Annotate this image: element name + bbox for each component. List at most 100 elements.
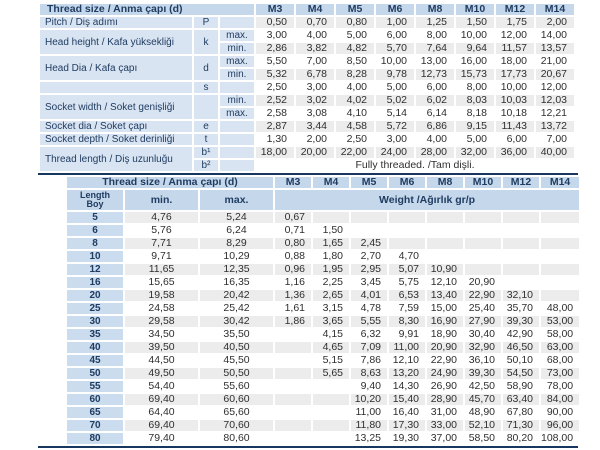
dim-qualifier: min. [220,95,254,106]
weight-cell: 12,10 [389,355,425,366]
weight-row: 8 7,71 8,29 0,80 1,65 2,45 [67,238,580,249]
dimension-row: Thread length / Diş uzunluğu b¹ 18,00 20,00… [40,147,574,171]
weight-cell: 25,40 [465,303,501,314]
weight-cell: 26,90 [427,381,463,392]
dim-value-cell: 5,00 [456,134,494,145]
weight-cell: 5,75 [389,277,425,288]
weight-cell: 3,65 [313,316,349,327]
weight-cell: 8,30 [389,316,425,327]
length-cell: 20 [67,290,123,301]
weight-cell: 1,80 [313,251,349,262]
weight-row: 45 44,50 45,50 5,15 7,86 12,10 22,90 36,10 50,10… [67,355,580,366]
dim-value-cell: 8,00 [456,82,494,93]
dim-symbol: d [194,56,218,80]
dim-value-cell: 8,03 [456,95,494,106]
weight-cell: 2,65 [313,290,349,301]
weight-cell: 5,55 [351,316,387,327]
weight-cell [465,212,501,223]
weight-cell [389,212,425,223]
weight-cell: 15,00 [427,303,463,314]
weight-cell [503,277,539,288]
weight-cell: 1,50 [313,225,349,236]
dim-qualifier [220,82,254,93]
dim-qualifier: min. [220,69,254,80]
weights-table-head: Thread size / Anma çapı (d) M3 M4 M5 M6 … [67,177,580,210]
weight-cell: 5,15 [313,355,349,366]
weight-cell: 9,40 [351,381,387,392]
dim-value-cell: 0,80 [336,17,374,28]
weight-cell: 4,70 [389,251,425,262]
dim-value-cell: 10,00 [496,82,534,93]
max-cell: 45,50 [200,355,273,366]
length-header-tr: Boy [86,199,104,209]
dim-value-cell: 9,78 [376,69,414,80]
max-cell: 35,50 [200,329,273,340]
min-cell: 39,50 [125,342,198,353]
weight-row: 30 29,58 30,42 1,86 3,65 5,55 8,30 16,90 27,90 39… [67,316,580,327]
dim-value-cell: 13,00 [416,56,454,67]
dim-value-cell: 9,15 [456,121,494,132]
weight-row: 60 69,40 60,60 10,20 15,40 28,90 45,70 63,40 84,… [67,394,580,405]
weight-cell [313,381,349,392]
weight-cell: 10,90 [427,264,463,275]
weight-row: 35 34,50 35,50 4,15 6,32 9,91 18,90 30,40 42,90 5… [67,329,580,340]
dim-value-cell: 10,00 [456,30,494,41]
weights-subheader-row: Length Boy min. max. Weight /Ağırlık gr/… [67,190,580,210]
weight-cell: 42,50 [465,381,501,392]
max-cell: 50,50 [200,368,273,379]
weight-cell [313,407,349,418]
weight-cell: 46,50 [503,342,539,353]
weight-cell [465,264,501,275]
dim-qualifier [220,17,254,28]
weight-row: 65 64,40 65,60 11,00 16,40 31,00 48,90 67,80 90,… [67,407,580,418]
weight-cell: 10,20 [351,394,387,405]
dimension-row: Head height / Kafa yüksekliği k max. 3,00 4,… [40,30,574,54]
weight-cell [351,225,387,236]
dim-row-label: Head height / Kafa yüksekliği [40,30,192,54]
size-column-header: M14 [541,177,580,188]
weight-cell: 0,67 [275,212,311,223]
weight-row: 40 39,50 40,50 4,65 7,09 11,00 20,90 32,90 46,50… [67,342,580,353]
dim-value-cell: 7,64 [416,43,454,54]
weight-row: 80 79,40 80,60 13,25 19,30 37,00 58,50 80,20 108… [67,433,580,444]
min-cell: 64,40 [125,407,198,418]
weight-cell: 14,30 [389,381,425,392]
dim-row-label: Pitch / Diş adımı [40,17,192,28]
length-cell: 25 [67,303,123,314]
min-cell: 69,40 [125,420,198,431]
min-cell: 9,71 [125,251,198,262]
weight-cell: 108,00 [541,433,580,444]
weight-cell [541,238,580,249]
length-cell: 35 [67,329,123,340]
dimension-row: Socket width / Soket genişliği min. 2,52 3,… [40,95,574,119]
weight-cell: 58,00 [541,329,580,340]
dim-value-cell: 1,75 [496,17,534,28]
weight-cell: 27,90 [465,316,501,327]
weight-cell [503,225,539,236]
dim-value-cell: 5,70 [376,43,414,54]
size-column-header: M6 [389,177,425,188]
dim-value-cell: 3,08 [296,108,334,119]
min-cell: 24,58 [125,303,198,314]
weight-cell: 96,00 [541,420,580,431]
weight-row: 12 11,65 12,35 0,96 1,95 2,95 5,07 10,90 [67,264,580,275]
dim-value-cell: 1,00 [376,17,414,28]
weight-cell: 6,53 [389,290,425,301]
weight-cell: 84,00 [541,394,580,405]
dim-symbol: s [194,82,218,93]
weight-cell: 1,65 [313,238,349,249]
dim-value-cell: 1,30 [256,134,294,145]
dim-value-cell: 11,57 [496,43,534,54]
min-cell: 15,65 [125,277,198,288]
weight-cell: 52,10 [465,420,501,431]
dim-value-cell: 13,57 [536,43,574,54]
dim-row-label: Thread length / Diş uzunluğu [40,147,192,171]
weight-cell [275,342,311,353]
dim-value-cell: 0,70 [296,17,334,28]
dim-value-cell: 32,00 [456,147,494,158]
weight-row: 5 4,76 5,24 0,67 [67,212,580,223]
dim-value-cell: 1,25 [416,17,454,28]
dim-symbol: b² [194,160,218,171]
dim-value-cell: 2,00 [536,17,574,28]
max-header: max. [200,190,273,210]
